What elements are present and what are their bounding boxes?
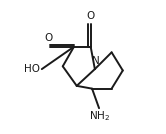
Text: NH$_2$: NH$_2$ (89, 110, 110, 123)
Text: O: O (45, 33, 53, 43)
Text: HO: HO (24, 64, 41, 74)
Text: N: N (92, 56, 100, 66)
Text: O: O (86, 11, 95, 21)
